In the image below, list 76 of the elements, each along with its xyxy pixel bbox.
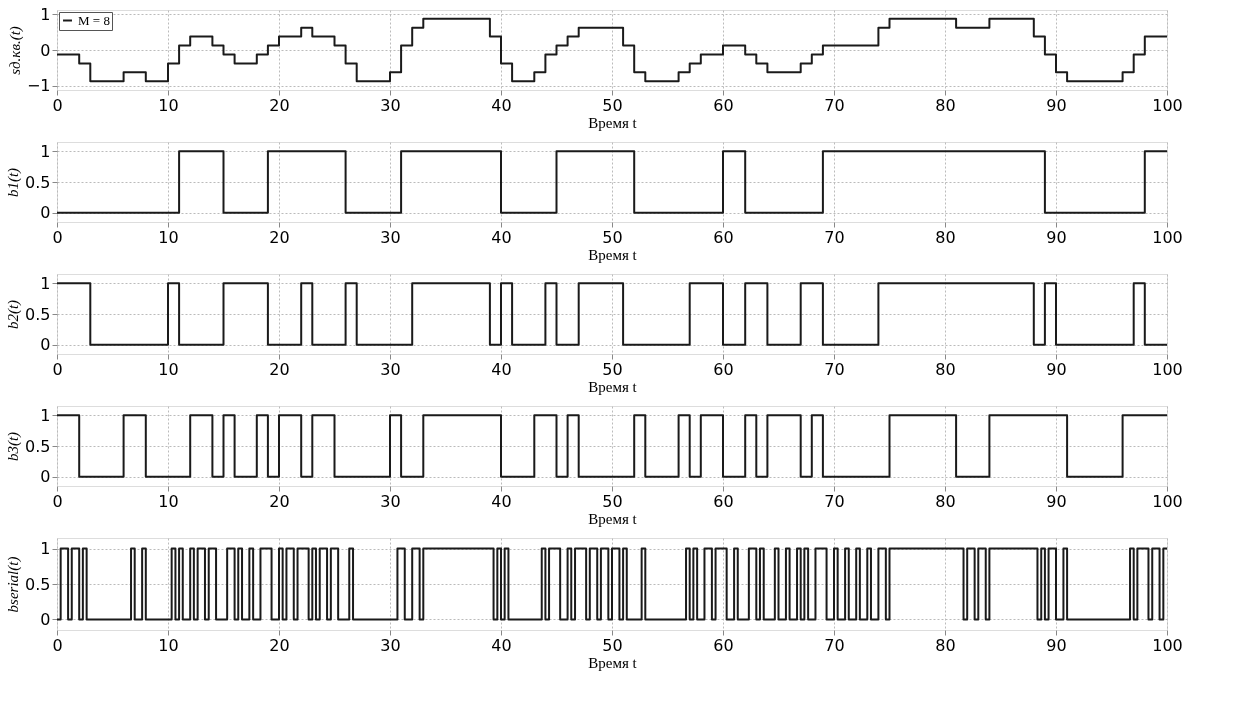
x-tick-label: 10 (158, 95, 179, 115)
x-tick-label: 60 (713, 491, 734, 511)
y-tick-label: 0.5 (25, 436, 51, 456)
x-tick-label: 20 (269, 227, 290, 247)
y-tick-label: 0.5 (25, 574, 51, 594)
y-tick-label: 1 (40, 4, 51, 24)
x-tick-label: 100 (1152, 635, 1183, 655)
x-tick-label: 100 (1152, 359, 1183, 379)
y-tick-label: 0 (40, 335, 51, 355)
x-tick-label: 50 (602, 227, 623, 247)
y-tick-label: 1 (40, 273, 51, 293)
y-axis-title: sд.кв.(t) (6, 26, 24, 75)
x-tick-label: 40 (491, 491, 512, 511)
x-tick-label: 70 (824, 95, 845, 115)
x-tick-label: 100 (1152, 95, 1183, 115)
x-tick-label: 60 (713, 95, 734, 115)
x-tick-label: 20 (269, 359, 290, 379)
x-axis-title: Время t (588, 510, 638, 527)
x-tick-label: 80 (935, 227, 956, 247)
x-tick-label: 10 (158, 635, 179, 655)
x-tick-label: 80 (935, 635, 956, 655)
x-tick-label: 20 (269, 491, 290, 511)
x-tick-label: 40 (491, 635, 512, 655)
x-tick-label: 70 (824, 227, 845, 247)
x-tick-label: 100 (1152, 491, 1183, 511)
x-tick-label: 80 (935, 491, 956, 511)
x-tick-label: 40 (491, 359, 512, 379)
y-axis-title: b1(t) (5, 167, 23, 198)
y-tick-label: 1 (40, 539, 51, 559)
y-tick-label: 1 (40, 141, 51, 161)
x-tick-label: 90 (1046, 95, 1067, 115)
y-tick-label: 1 (40, 405, 51, 425)
y-tick-label: 0 (40, 609, 51, 629)
x-tick-label: 90 (1046, 359, 1067, 379)
x-tick-label: 50 (602, 95, 623, 115)
x-tick-label: 10 (158, 359, 179, 379)
y-axis-title: b3(t) (5, 431, 23, 462)
x-tick-label: 20 (269, 95, 290, 115)
x-axis-title: Время t (588, 378, 638, 395)
x-tick-label: 30 (380, 359, 401, 379)
x-tick-label: 90 (1046, 227, 1067, 247)
x-tick-label: 70 (824, 635, 845, 655)
x-tick-label: 30 (380, 491, 401, 511)
x-tick-label: 50 (602, 359, 623, 379)
y-axis-title: b2(t) (5, 299, 23, 330)
x-tick-label: 20 (269, 635, 290, 655)
x-tick-label: 80 (935, 95, 956, 115)
y-tick-label: 0 (40, 40, 51, 60)
x-tick-label: 80 (935, 359, 956, 379)
y-tick-label: 0.5 (25, 304, 51, 324)
y-tick-label: 0 (40, 203, 51, 223)
x-tick-label: 60 (713, 359, 734, 379)
y-tick-label: 0 (40, 467, 51, 487)
y-tick-label: −1 (26, 76, 51, 96)
x-tick-label: 30 (380, 635, 401, 655)
x-axis-title: Время t (588, 654, 638, 671)
x-tick-label: 50 (602, 635, 623, 655)
x-axis-title: Время t (588, 114, 638, 131)
y-axis-title: bserial(t) (5, 556, 23, 613)
x-tick-label: 60 (713, 635, 734, 655)
legend-label: M = 8 (78, 12, 110, 28)
x-tick-label: 40 (491, 227, 512, 247)
x-tick-label: 40 (491, 95, 512, 115)
x-tick-label: 10 (158, 491, 179, 511)
x-tick-label: 70 (824, 491, 845, 511)
x-tick-label: 90 (1046, 635, 1067, 655)
x-tick-label: 10 (158, 227, 179, 247)
x-axis-title: Время t (588, 246, 638, 263)
x-tick-label: 100 (1152, 227, 1183, 247)
x-tick-label: 90 (1046, 491, 1067, 511)
x-tick-label: 50 (602, 491, 623, 511)
x-tick-label: 60 (713, 227, 734, 247)
y-tick-label: 0.5 (25, 172, 51, 192)
x-tick-label: 30 (380, 95, 401, 115)
x-tick-label: 70 (824, 359, 845, 379)
x-tick-label: 30 (380, 227, 401, 247)
